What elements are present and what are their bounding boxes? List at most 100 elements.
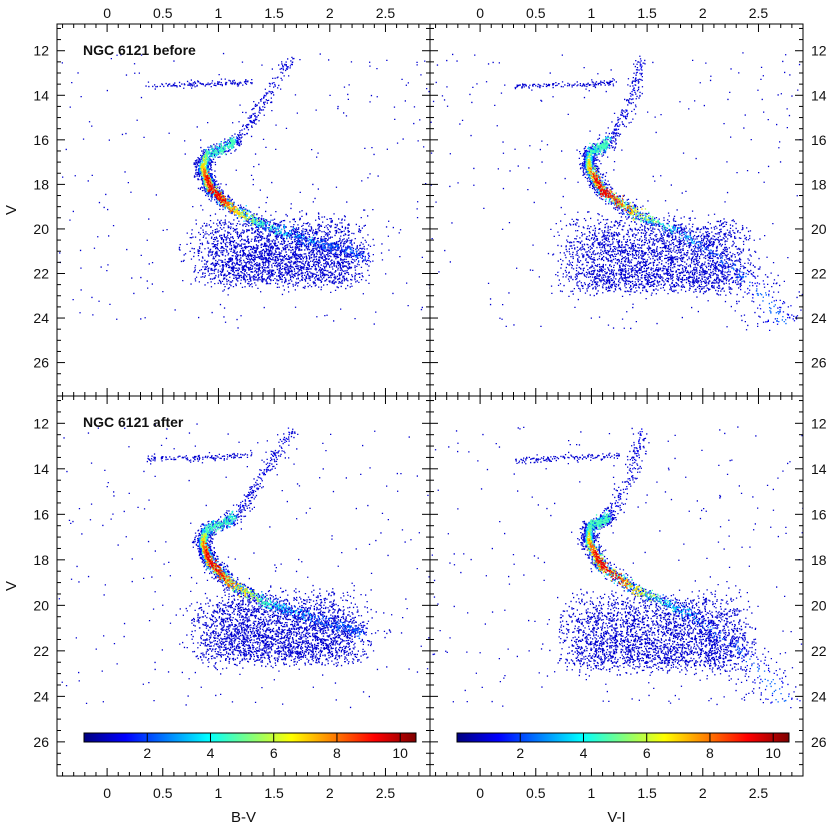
- panel-title: NGC 6121 before: [83, 42, 196, 58]
- x-tick-label: 1.5: [637, 785, 657, 801]
- colorbar-gradient: [83, 732, 417, 743]
- x-tick-label: 0.5: [153, 5, 173, 21]
- density-level-0: [430, 52, 803, 331]
- y-axis-title: V: [3, 581, 20, 591]
- x-tick-label: 0.5: [153, 785, 173, 801]
- density-level-3: [199, 510, 312, 621]
- axes-frame: [429, 395, 804, 777]
- x-tick-label: 0: [103, 5, 111, 21]
- colorbar-tick-label: 10: [392, 745, 408, 761]
- y-tick-label: 12: [33, 43, 49, 59]
- y-tick-label: 14: [33, 461, 49, 477]
- y-tick-label: 26: [811, 355, 827, 371]
- density-level-5: [586, 154, 657, 224]
- ticks: [430, 396, 803, 777]
- y-tick-label: 26: [33, 355, 49, 371]
- colorbar-tick-label: 4: [580, 745, 588, 761]
- x-tick-label: 1: [215, 5, 223, 21]
- y-tick-label: 18: [811, 176, 827, 192]
- x-tick-label: 1: [215, 785, 223, 801]
- y-tick-label: 20: [811, 221, 827, 237]
- density-level-1: [198, 61, 372, 263]
- x-tick-label: 2.5: [749, 785, 769, 801]
- star-points: [59, 52, 430, 329]
- density-level-7: [202, 541, 237, 589]
- star-points: [58, 423, 430, 709]
- y-axis-title: V: [3, 205, 20, 215]
- y-tick-label: 18: [811, 552, 827, 568]
- x-tick-label: 1.5: [637, 5, 657, 21]
- y-tick-label: 20: [33, 597, 49, 613]
- colorbar-tick-label: 4: [207, 745, 215, 761]
- x-tick-label: 1.5: [264, 785, 284, 801]
- y-tick-label: 22: [811, 643, 827, 659]
- x-axis-title: V-I: [607, 809, 625, 826]
- x-tick-label: 2: [326, 785, 334, 801]
- ticks: [57, 24, 430, 397]
- x-tick-label: 2.5: [376, 5, 396, 21]
- x-tick-label: 0.5: [526, 5, 546, 21]
- y-tick-label: 20: [811, 597, 827, 613]
- density-level-5: [200, 533, 259, 602]
- colorbar-tick-label: 10: [765, 745, 781, 761]
- density-level-8: [205, 174, 227, 206]
- colorbar-gradient: [456, 732, 790, 743]
- density-level-2: [584, 136, 787, 325]
- density-level-7: [588, 539, 631, 590]
- colorbar-tick-label: 6: [270, 745, 278, 761]
- density-level-2: [198, 510, 365, 640]
- colorbar-tick-label: 6: [643, 745, 651, 761]
- y-tick-label: 22: [33, 265, 49, 281]
- star-points: [431, 426, 803, 709]
- y-tick-label: 20: [33, 221, 49, 237]
- x-tick-label: 2: [699, 5, 707, 21]
- y-tick-label: 16: [33, 506, 49, 522]
- density-level-8: [593, 174, 621, 208]
- y-tick-label: 24: [33, 688, 49, 704]
- y-tick-label: 22: [811, 265, 827, 281]
- y-tick-label: 12: [811, 43, 827, 59]
- y-tick-label: 12: [33, 415, 49, 431]
- x-tick-label: 1: [588, 5, 596, 21]
- density-level-8: [204, 542, 226, 581]
- panel-top-left: 0 0.5 1 1.5 2 2.5 12 14 16 18 20 22 24 26 V NGC 6121 be…: [3, 5, 431, 397]
- x-tick-label: 2: [326, 5, 334, 21]
- y-tick-label: 16: [33, 132, 49, 148]
- panel-top-right: 0 0.5 1 1.5 2 2.5 12 14 16 18 20 22 24 26: [429, 5, 827, 397]
- y-tick-label: 22: [33, 643, 49, 659]
- ticks: [430, 24, 803, 397]
- colorbar-tick-label: 8: [333, 745, 341, 761]
- colorbar: 2 4 6 8 10: [83, 732, 417, 761]
- x-tick-label: 2.5: [749, 5, 769, 21]
- x-axis-title: B-V: [231, 809, 256, 826]
- y-tick-label: 26: [33, 734, 49, 750]
- y-tick-label: 12: [811, 415, 827, 431]
- y-tick-label: 14: [811, 87, 827, 103]
- colorbar-tick-label: 2: [143, 745, 151, 761]
- x-tick-label: 0: [103, 785, 111, 801]
- y-tick-label: 18: [33, 552, 49, 568]
- x-tick-label: 0: [476, 5, 484, 21]
- x-tick-label: 1.5: [264, 5, 284, 21]
- y-tick-label: 24: [811, 688, 827, 704]
- y-tick-label: 14: [811, 461, 827, 477]
- x-tick-label: 0: [476, 785, 484, 801]
- y-tick-label: 18: [33, 176, 49, 192]
- axes-frame: [429, 23, 804, 397]
- y-tick-label: 16: [811, 506, 827, 522]
- density-level-6: [587, 533, 643, 596]
- x-tick-label: 0.5: [526, 785, 546, 801]
- panel-title: NGC 6121 after: [83, 414, 184, 430]
- density-level-1: [196, 427, 367, 637]
- x-tick-label: 2: [699, 785, 707, 801]
- density-level-0: [431, 426, 803, 709]
- colorbar: 2 4 6 8 10: [456, 732, 790, 761]
- density-level-8: [593, 550, 621, 584]
- y-tick-label: 26: [811, 734, 827, 750]
- star-points: [430, 52, 803, 331]
- colorbar-tick-label: 8: [706, 745, 714, 761]
- density-level-3: [585, 136, 695, 244]
